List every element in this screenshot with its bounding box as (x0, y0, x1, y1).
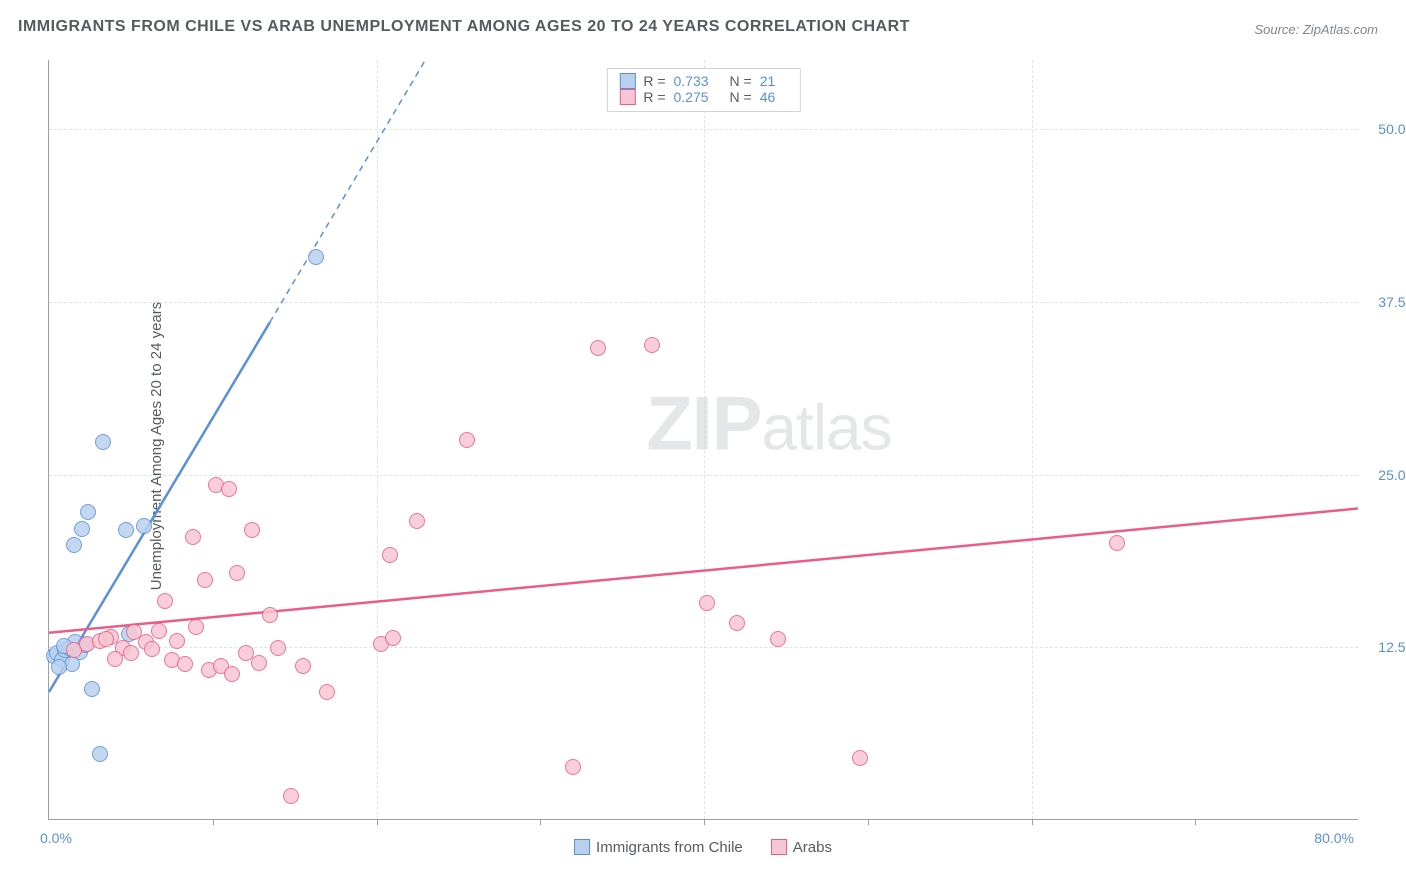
x-tick-mark (377, 819, 378, 825)
scatter-point (92, 746, 108, 762)
legend-swatch (574, 839, 590, 855)
scatter-point (644, 337, 660, 353)
scatter-point (459, 432, 475, 448)
series-legend-label: Arabs (793, 839, 832, 856)
x-axis-max-label: 80.0% (1314, 830, 1354, 846)
scatter-point (1109, 535, 1125, 551)
scatter-point (283, 788, 299, 804)
x-axis-origin-label: 0.0% (40, 830, 72, 846)
scatter-point (224, 666, 240, 682)
watermark: ZIPatlas (646, 381, 891, 468)
scatter-point (95, 434, 111, 450)
x-tick-mark (868, 819, 869, 825)
scatter-point (51, 659, 67, 675)
series-legend-item: Arabs (771, 839, 832, 856)
scatter-point (270, 640, 286, 656)
scatter-point (197, 572, 213, 588)
scatter-point (590, 340, 606, 356)
source-citation: Source: ZipAtlas.com (1254, 22, 1378, 37)
legend-swatch (619, 73, 635, 89)
y-tick-label: 37.5% (1378, 294, 1406, 310)
scatter-point (151, 623, 167, 639)
legend-n-value: 21 (760, 73, 788, 89)
scatter-point (852, 750, 868, 766)
scatter-point (382, 547, 398, 563)
scatter-point (98, 631, 114, 647)
scatter-point (262, 607, 278, 623)
x-tick-mark (213, 819, 214, 825)
scatter-point (221, 481, 237, 497)
correlation-legend-row: R = 0.733 N = 21 (619, 73, 787, 89)
x-tick-mark (1195, 819, 1196, 825)
scatter-point (118, 522, 134, 538)
scatter-point (308, 249, 324, 265)
series-legend: Immigrants from Chile Arabs (574, 839, 832, 856)
correlation-legend: R = 0.733 N = 21 R = 0.275 N = 46 (606, 68, 800, 112)
scatter-point (74, 521, 90, 537)
x-tick-mark (540, 819, 541, 825)
gridline-vertical (1032, 60, 1033, 819)
chart-title: IMMIGRANTS FROM CHILE VS ARAB UNEMPLOYME… (18, 18, 910, 36)
scatter-point (80, 504, 96, 520)
series-legend-label: Immigrants from Chile (596, 839, 743, 856)
legend-n-label: N = (730, 89, 752, 105)
y-tick-label: 50.0% (1378, 121, 1406, 137)
scatter-point (123, 645, 139, 661)
scatter-point (84, 681, 100, 697)
gridline-vertical (377, 60, 378, 819)
scatter-point (385, 630, 401, 646)
y-tick-label: 12.5% (1378, 639, 1406, 655)
scatter-point (409, 513, 425, 529)
x-tick-mark (704, 819, 705, 825)
legend-r-label: R = (643, 73, 665, 89)
scatter-point (770, 631, 786, 647)
scatter-point (136, 518, 152, 534)
scatter-point (169, 633, 185, 649)
legend-r-value: 0.275 (674, 89, 722, 105)
y-tick-label: 25.0% (1378, 467, 1406, 483)
scatter-point (295, 658, 311, 674)
scatter-point (251, 655, 267, 671)
legend-n-value: 46 (760, 89, 788, 105)
scatter-point (66, 537, 82, 553)
legend-n-label: N = (730, 73, 752, 89)
scatter-point (157, 593, 173, 609)
legend-swatch (619, 89, 635, 105)
scatter-point (107, 651, 123, 667)
scatter-point (144, 641, 160, 657)
legend-swatch (771, 839, 787, 855)
correlation-legend-row: R = 0.275 N = 46 (619, 89, 787, 105)
scatter-point (244, 522, 260, 538)
legend-r-label: R = (643, 89, 665, 105)
scatter-point (188, 619, 204, 635)
scatter-point (229, 565, 245, 581)
x-tick-mark (1032, 819, 1033, 825)
scatter-point (177, 656, 193, 672)
plot-area: 12.5%25.0%37.5%50.0%ZIPatlasR =0.733N =2… (48, 60, 1358, 820)
scatter-point (565, 759, 581, 775)
legend-r-value: 0.733 (674, 73, 722, 89)
scatter-point (729, 615, 745, 631)
scatter-point (699, 595, 715, 611)
scatter-point (319, 684, 335, 700)
series-legend-item: Immigrants from Chile (574, 839, 743, 856)
scatter-point (185, 529, 201, 545)
